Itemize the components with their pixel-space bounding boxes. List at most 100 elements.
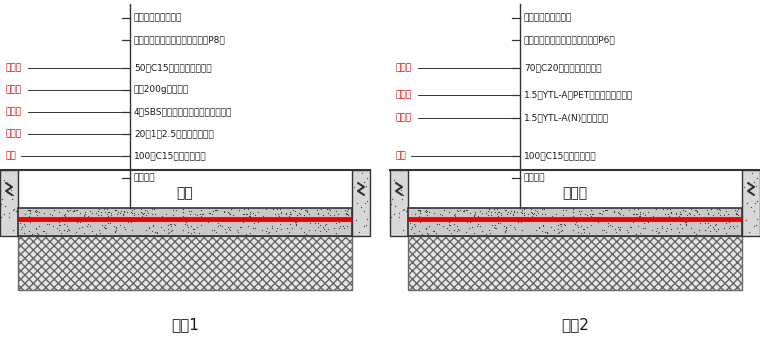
Point xyxy=(206,211,218,216)
Point xyxy=(492,213,504,219)
Point xyxy=(469,211,481,216)
Point xyxy=(0,201,7,207)
Point xyxy=(319,229,331,234)
Point xyxy=(78,213,90,219)
Point xyxy=(165,221,177,226)
Point xyxy=(100,225,112,231)
Point xyxy=(737,185,749,190)
Point xyxy=(222,224,234,229)
Point xyxy=(560,207,572,213)
Point xyxy=(705,223,717,228)
Point xyxy=(51,225,63,231)
Point xyxy=(558,221,570,227)
Point xyxy=(612,209,624,215)
Point xyxy=(584,212,596,217)
Point xyxy=(140,228,152,233)
Point xyxy=(458,208,470,214)
Point xyxy=(608,208,620,214)
Point xyxy=(581,224,593,230)
Point xyxy=(47,223,59,229)
Point xyxy=(240,231,252,237)
Point xyxy=(532,211,544,216)
Point xyxy=(622,208,635,213)
Point xyxy=(342,212,354,217)
Point xyxy=(468,230,480,236)
Point xyxy=(37,211,49,216)
Point xyxy=(8,208,20,213)
Text: 隔离层: 隔离层 xyxy=(5,86,21,95)
Point xyxy=(577,232,589,238)
Point xyxy=(43,221,55,226)
Point xyxy=(64,208,76,213)
Point xyxy=(708,224,720,230)
Point xyxy=(97,207,109,212)
Point xyxy=(247,210,259,216)
Point xyxy=(90,231,102,236)
Point xyxy=(321,207,333,212)
Point xyxy=(499,207,511,213)
Point xyxy=(491,207,503,212)
Point xyxy=(274,210,287,216)
Point xyxy=(22,207,34,212)
Point xyxy=(47,208,59,213)
Point xyxy=(71,219,84,225)
Point xyxy=(559,222,571,227)
Point xyxy=(3,210,15,215)
Point xyxy=(0,203,11,209)
Point xyxy=(505,210,517,216)
Point xyxy=(612,224,624,229)
Point xyxy=(665,210,677,216)
Point xyxy=(187,232,199,238)
Point xyxy=(338,208,350,213)
Point xyxy=(242,223,254,229)
Point xyxy=(340,211,352,217)
Point xyxy=(452,208,464,214)
Point xyxy=(128,210,141,216)
Point xyxy=(575,209,587,214)
Point xyxy=(408,230,420,236)
Point xyxy=(528,210,540,216)
Point xyxy=(95,209,107,215)
Text: 保护层: 保护层 xyxy=(395,64,411,72)
Point xyxy=(214,223,226,228)
Point xyxy=(109,207,122,212)
Point xyxy=(126,210,138,216)
Point xyxy=(341,223,353,229)
Point xyxy=(536,228,548,234)
Point xyxy=(126,207,138,213)
Text: 20厚1：2.5水泥砂浆找平层: 20厚1：2.5水泥砂浆找平层 xyxy=(134,129,214,139)
Point xyxy=(78,209,90,214)
Point xyxy=(713,207,725,212)
Point xyxy=(474,223,486,229)
Point xyxy=(267,207,279,212)
Point xyxy=(177,209,189,214)
Point xyxy=(525,213,537,219)
Point xyxy=(280,210,293,215)
Point xyxy=(690,207,702,213)
Point xyxy=(71,207,83,213)
Point xyxy=(0,197,8,202)
Point xyxy=(631,211,643,217)
Point xyxy=(337,225,350,231)
Point xyxy=(220,229,232,235)
Point xyxy=(274,209,287,214)
Point xyxy=(638,225,650,231)
Point xyxy=(583,230,595,235)
Point xyxy=(461,229,473,235)
Point xyxy=(536,211,548,217)
Point xyxy=(109,207,121,213)
Point xyxy=(480,210,492,216)
Point xyxy=(495,210,507,215)
Point xyxy=(750,184,760,189)
Point xyxy=(188,229,200,234)
Point xyxy=(556,207,568,213)
Point xyxy=(575,230,587,235)
Point xyxy=(166,227,179,233)
Point xyxy=(597,228,609,233)
Point xyxy=(247,225,259,231)
Point xyxy=(480,231,492,236)
Point xyxy=(518,210,530,216)
Point xyxy=(405,226,417,232)
Point xyxy=(184,211,196,217)
Point xyxy=(330,209,342,214)
